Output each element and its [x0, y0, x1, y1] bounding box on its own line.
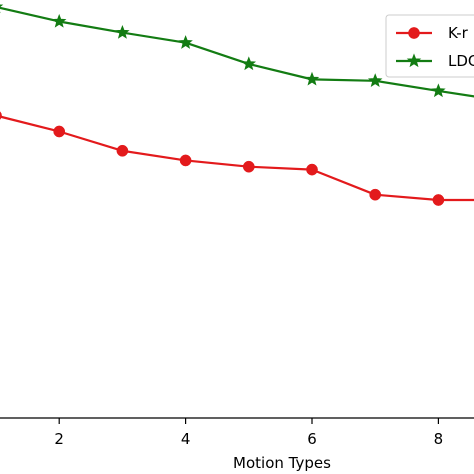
legend-label: K-r — [448, 24, 469, 42]
data-point — [115, 24, 130, 39]
data-point — [179, 154, 192, 167]
legend-item: K-r — [396, 24, 469, 42]
legend-items: K-r LDC — [396, 24, 474, 70]
legend-marker — [406, 53, 422, 68]
series-line — [0, 115, 474, 202]
x-tick-label: 4 — [181, 430, 191, 448]
series-2 — [0, 4, 474, 98]
data-point — [0, 4, 4, 14]
data-point — [51, 13, 67, 28]
x-tick-label: 6 — [307, 430, 317, 448]
series-layer — [0, 4, 474, 206]
data-point — [431, 83, 446, 98]
legend-marker — [408, 27, 420, 39]
data-point — [241, 56, 257, 71]
data-point — [116, 144, 129, 157]
data-point — [0, 111, 2, 120]
series-1 — [0, 111, 474, 206]
x-tick-label: 8 — [434, 430, 444, 448]
data-point — [432, 194, 445, 206]
legend-label: LDC — [448, 52, 474, 70]
legend-item: LDC — [396, 52, 474, 70]
legend: K-r LDC — [385, 14, 474, 78]
x-tick-label: 2 — [54, 430, 64, 448]
data-point — [178, 35, 193, 49]
data-point — [53, 125, 66, 138]
data-point — [369, 188, 382, 201]
x-ticks: 2 4 6 8 — [54, 418, 443, 448]
data-point — [242, 160, 255, 173]
data-point — [367, 73, 383, 87]
x-axis-label: Motion Types — [233, 454, 331, 472]
data-point — [304, 71, 320, 86]
data-point — [306, 163, 318, 176]
